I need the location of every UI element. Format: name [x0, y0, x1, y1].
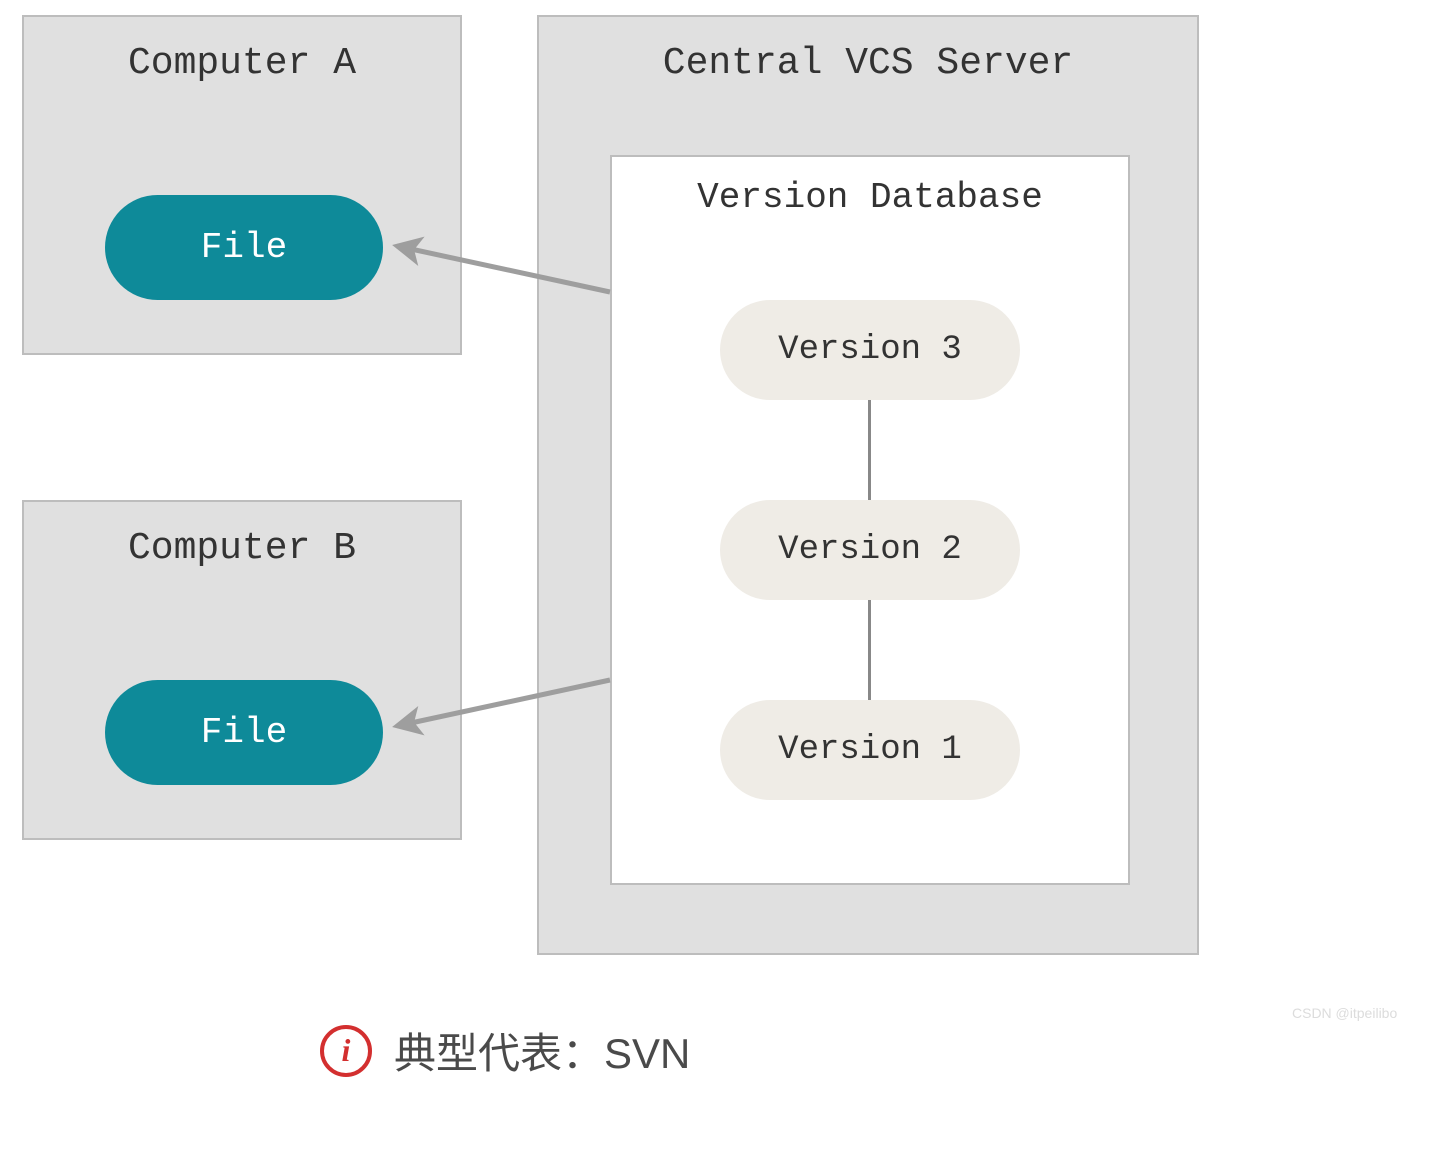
version-connector-2 — [868, 600, 871, 700]
version-pill-2: Version 2 — [720, 500, 1020, 600]
computer-b-file-pill: File — [105, 680, 383, 785]
server-title: Central VCS Server — [539, 17, 1197, 100]
computer-b-box: Computer B — [22, 500, 462, 840]
computer-b-title: Computer B — [24, 502, 460, 585]
computer-a-file-label: File — [201, 227, 287, 268]
computer-a-title: Computer A — [24, 17, 460, 100]
database-title: Version Database — [612, 157, 1128, 218]
info-icon: i — [320, 1025, 372, 1077]
version-label-1: Version 1 — [778, 731, 962, 769]
computer-a-file-pill: File — [105, 195, 383, 300]
watermark: CSDN @itpeilibo — [1292, 1005, 1397, 1021]
caption: i 典型代表：SVN — [320, 1020, 690, 1081]
version-connector-1 — [868, 400, 871, 500]
version-pill-1: Version 1 — [720, 700, 1020, 800]
computer-a-box: Computer A — [22, 15, 462, 355]
version-pill-3: Version 3 — [720, 300, 1020, 400]
caption-text: 典型代表：SVN — [394, 1020, 690, 1081]
version-label-3: Version 3 — [778, 331, 962, 369]
version-label-2: Version 2 — [778, 531, 962, 569]
info-glyph: i — [342, 1032, 351, 1069]
computer-b-file-label: File — [201, 712, 287, 753]
